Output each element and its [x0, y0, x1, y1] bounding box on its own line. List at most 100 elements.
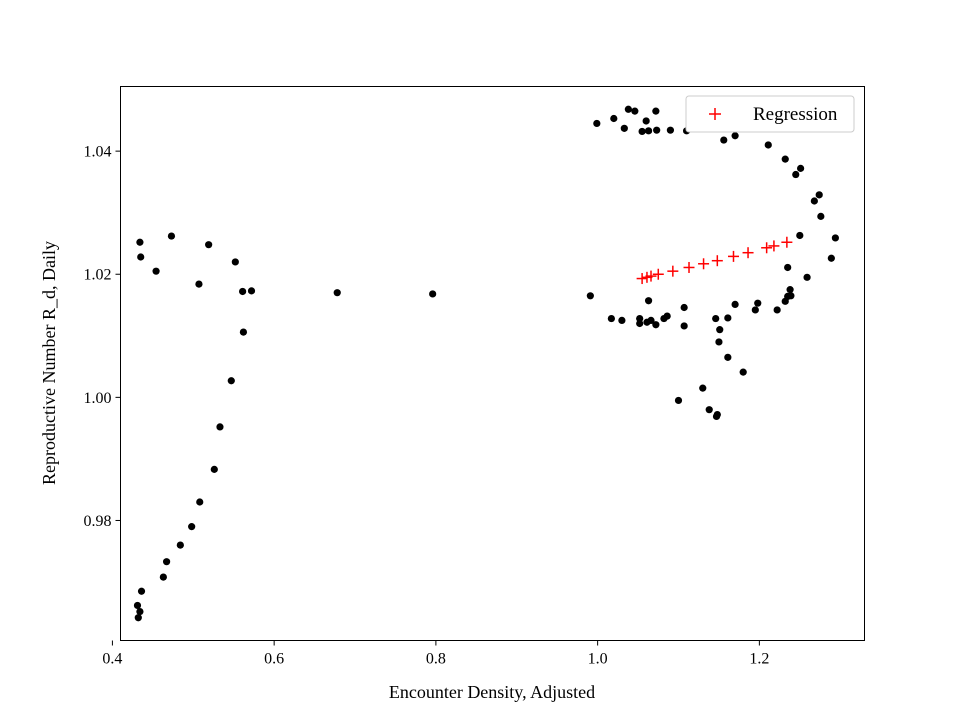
data-point: [715, 338, 723, 346]
y-tick-label: 1.00: [84, 390, 112, 407]
data-point: [751, 306, 759, 314]
data-point: [620, 124, 628, 132]
data-point: [159, 573, 167, 581]
regression-point: [698, 258, 710, 270]
data-point: [739, 368, 747, 376]
regression-point: [781, 236, 793, 248]
data-point: [764, 141, 772, 149]
regression-point: [742, 247, 754, 259]
data-point: [239, 287, 247, 296]
data-point: [216, 423, 224, 431]
x-tick-label: 0.6: [264, 651, 284, 668]
data-point: [817, 212, 825, 220]
data-point: [652, 321, 660, 329]
data-point: [618, 316, 626, 325]
data-point: [831, 234, 839, 242]
data-point: [586, 292, 594, 300]
data-point: [162, 558, 171, 566]
y-tick-label: 1.04: [84, 144, 112, 161]
data-point: [674, 396, 683, 405]
data-point: [680, 303, 688, 312]
y-tick-label: 1.02: [84, 267, 112, 284]
data-point: [680, 322, 688, 330]
regression-point: [667, 265, 679, 277]
data-point: [631, 107, 639, 115]
data-point: [247, 287, 256, 295]
data-point: [827, 254, 835, 262]
data-point: [803, 273, 811, 281]
data-point: [188, 523, 196, 531]
y-axis-label: Reproductive Number R_d, Daily: [39, 241, 59, 485]
data-point: [663, 312, 671, 320]
data-point: [593, 119, 601, 128]
regression-point: [636, 273, 648, 285]
data-point: [176, 541, 184, 549]
data-point: [754, 299, 762, 307]
legend-box: [685, 95, 855, 133]
data-point: [607, 314, 615, 323]
data-point: [167, 232, 176, 240]
y-axis-ticks: 0.98 1.00 1.02 1.04: [84, 144, 121, 530]
data-point: [784, 263, 792, 272]
data-point: [797, 164, 805, 172]
data-point: [713, 410, 721, 419]
legend-marker-regression: [709, 108, 721, 120]
data-point: [195, 280, 203, 288]
data-point: [134, 614, 142, 622]
data-point: [720, 136, 728, 144]
data-point: [724, 314, 732, 322]
data-point: [210, 465, 218, 473]
data-point: [796, 231, 804, 240]
data-point: [638, 127, 646, 136]
data-point: [787, 292, 795, 300]
data-point: [699, 384, 707, 392]
data-point: [773, 306, 781, 314]
regression-point: [652, 268, 664, 280]
data-point: [731, 300, 739, 309]
data-point: [716, 326, 724, 334]
data-point: [133, 601, 142, 610]
data-point: [610, 114, 618, 123]
data-point: [786, 286, 794, 294]
regression-point: [683, 261, 695, 273]
regression-point: [761, 242, 773, 254]
y-tick-label: 0.98: [84, 513, 112, 530]
data-point: [137, 253, 145, 261]
data-point: [666, 126, 675, 134]
x-tick-label: 0.4: [102, 651, 122, 668]
data-point: [231, 258, 239, 266]
x-tick-label: 1.2: [749, 651, 769, 668]
data-point: [781, 155, 789, 163]
data-point: [624, 105, 632, 113]
data-point: [792, 170, 800, 179]
data-point: [196, 498, 204, 506]
x-tick-label: 1.0: [588, 651, 608, 668]
data-point: [653, 126, 661, 134]
x-axis-ticks: 0.4 0.6 0.8 1.0 1.2: [102, 640, 769, 668]
legend-label-regression: Regression: [753, 104, 838, 125]
data-point: [227, 377, 235, 385]
data-point: [152, 267, 160, 275]
regression-point: [727, 250, 739, 262]
regression-point: [645, 270, 657, 282]
data-point: [810, 197, 818, 205]
data-point: [644, 297, 653, 305]
data-point: [647, 316, 655, 325]
data-point: [642, 117, 650, 125]
regression-point: [711, 255, 723, 267]
data-point: [644, 127, 653, 135]
data-point: [636, 314, 644, 323]
data-point: [136, 238, 144, 246]
data-point: [137, 587, 146, 595]
plot-frame: [120, 86, 865, 641]
data-point: [724, 353, 732, 361]
data-point: [136, 607, 144, 616]
data-point: [429, 290, 437, 298]
regression-point: [768, 240, 780, 252]
data-points: [133, 105, 839, 622]
legend: Regression: [685, 95, 855, 133]
data-point: [731, 132, 739, 140]
data-point: [239, 328, 248, 336]
data-point: [712, 314, 720, 323]
